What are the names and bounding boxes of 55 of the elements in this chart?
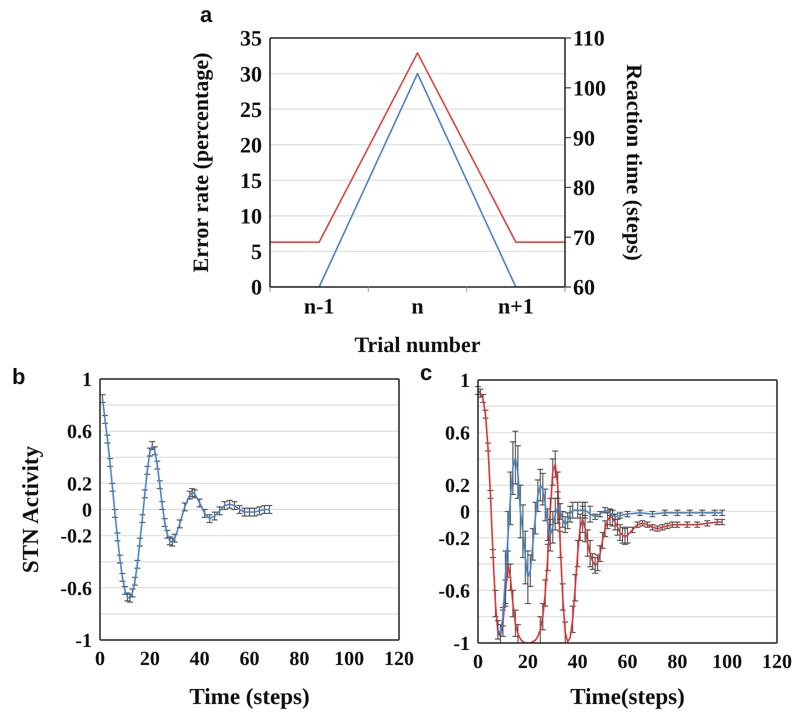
y2-tick-label: 100 [573, 76, 606, 100]
chart-title: a [200, 2, 212, 28]
x-tick-label: 40 [190, 648, 210, 670]
y-tick-label: 5 [251, 239, 262, 264]
y-tick-label: -0.2 [438, 528, 470, 550]
x-tick-label: n [411, 294, 424, 319]
chart-title: c [420, 360, 432, 386]
x-tick-label: n+1 [498, 294, 534, 319]
x-axis-title: Time(steps) [570, 684, 685, 709]
x-tick-label: 120 [384, 648, 414, 670]
y-tick-label: 0 [82, 500, 92, 522]
y-tick-label: 1 [460, 370, 470, 392]
y-tick-label: 15 [240, 168, 262, 193]
y-tick-label: -1 [453, 633, 470, 655]
y-tick-label: 0.6 [445, 422, 470, 445]
y-tick-label: -1 [75, 630, 92, 652]
x-axis-title: Trial number [354, 332, 481, 357]
y-tick-label: 0.2 [67, 473, 92, 496]
x-tick-label: 60 [240, 648, 260, 670]
y-tick-label: 30 [240, 61, 262, 86]
x-tick-label: 80 [289, 648, 310, 670]
x-tick-label: 100 [712, 651, 742, 673]
y-tick-label: 1 [82, 369, 92, 391]
y-tick-label: -0.2 [60, 526, 92, 548]
y2-tick-label: 110 [573, 26, 605, 51]
x-tick-label: 40 [568, 651, 588, 673]
line-series [478, 390, 723, 643]
x-tick-label: 120 [762, 651, 792, 673]
x-tick-label: n-1 [304, 294, 334, 319]
x-tick-label: 80 [667, 651, 688, 673]
y-tick-label: 0.2 [445, 475, 470, 498]
y-tick-label: 25 [240, 96, 262, 122]
y-tick-label: 10 [240, 204, 262, 229]
y-tick-label: 0 [251, 274, 262, 300]
y-tick-label: -0.6 [60, 578, 92, 600]
y2-tick-label: 70 [573, 224, 595, 250]
y-tick-label: 0 [460, 502, 470, 524]
line-series [497, 456, 723, 635]
y-tick-label: 0.6 [67, 421, 92, 444]
y2-tick-label: 60 [573, 274, 595, 300]
x-tick-label: 60 [618, 651, 638, 673]
y-axis-title: STN Activity [18, 445, 44, 574]
y-tick-label: -0.6 [438, 580, 470, 602]
y-tick-label: 20 [240, 132, 262, 158]
x-tick-label: 20 [518, 651, 538, 673]
x-tick-label: 20 [140, 648, 160, 670]
y-tick-label: 35 [240, 26, 262, 51]
y-axis-title: Error rate (percentage) [188, 52, 213, 272]
y2-tick-label: 80 [573, 175, 595, 200]
y2-axis-title: Reaction time (steps) [622, 64, 648, 261]
y2-tick-label: 90 [573, 125, 595, 150]
chart-title: b [12, 364, 26, 390]
line-series [102, 398, 270, 600]
x-axis-title: Time (steps) [189, 684, 310, 709]
x-tick-label: 100 [334, 648, 364, 670]
